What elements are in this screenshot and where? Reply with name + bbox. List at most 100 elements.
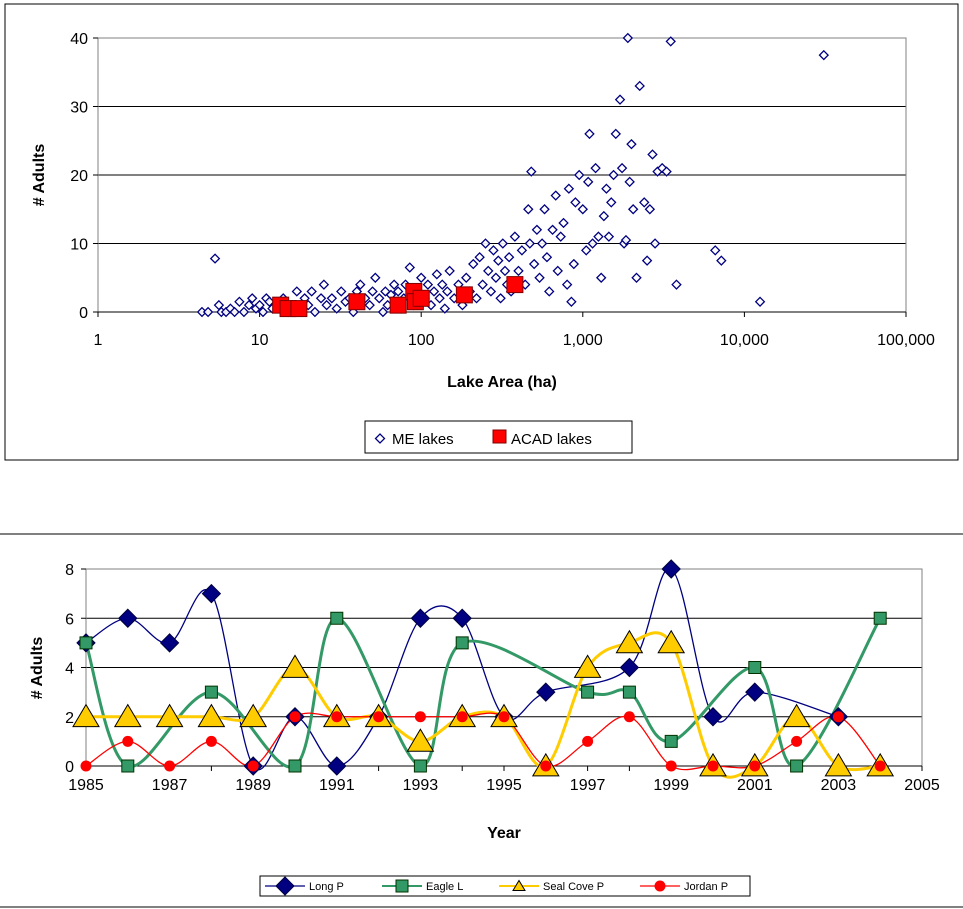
eagle-l-point <box>790 759 804 773</box>
me-lakes-point <box>555 231 566 242</box>
chart1-x-tick-label: 10 <box>251 332 269 349</box>
me-lakes-point <box>254 299 265 311</box>
chart1-x-tick-label: 1,000 <box>563 332 603 349</box>
me-lakes-point <box>523 204 534 215</box>
legend-long-p: Long P <box>309 881 344 893</box>
me-lakes-point <box>581 245 592 256</box>
me-lakes-point <box>550 190 561 201</box>
chart2-x-tick-label: 1985 <box>68 777 104 794</box>
eagle-l-point <box>121 759 135 773</box>
chart1-x-tick-label: 100 <box>408 332 435 349</box>
me-lakes-legend-marker <box>374 433 386 444</box>
seal-cove-p-point <box>573 654 602 678</box>
me-lakes-point <box>513 265 524 277</box>
me-lakes-point <box>590 162 601 174</box>
jordan-p-point <box>874 760 886 772</box>
me-lakes-point <box>246 293 258 304</box>
eagle-l-point <box>581 685 595 699</box>
me-lakes-point <box>608 169 619 181</box>
long-p-point <box>327 756 347 776</box>
me-lakes-point <box>818 49 830 61</box>
me-lakes-point <box>497 238 509 249</box>
chart2-y-tick-label: 0 <box>65 759 74 776</box>
me-lakes-point <box>485 286 497 297</box>
long-p-point <box>452 608 472 628</box>
me-lakes-point <box>539 204 550 215</box>
chart1-x-tick-label: 10,000 <box>720 332 769 349</box>
eagle-l-point <box>330 611 344 625</box>
legend-me-lakes: ME lakes <box>392 431 454 448</box>
chart2-x-tick-label: 1995 <box>486 777 522 794</box>
jordan-p-point <box>122 735 134 747</box>
me-lakes-point <box>428 286 440 297</box>
me-lakes-point <box>536 238 548 249</box>
me-lakes-point <box>377 306 389 318</box>
seal-cove-p-point <box>824 752 853 777</box>
lake-area-scatter-chart: 0 10 20 30 40 1 10 100 1,000 10,000 100,000 Lake A… <box>4 3 959 461</box>
me-lakes-point <box>584 128 595 140</box>
chart2-x-tick-label: 1997 <box>570 777 606 794</box>
me-lakes-point <box>374 293 385 304</box>
acad-lakes-point <box>455 286 473 304</box>
me-lakes-point <box>710 245 721 256</box>
me-lakes-point <box>321 299 332 311</box>
me-lakes-point <box>437 279 448 290</box>
chart2-x-tick-label: 2001 <box>737 777 773 794</box>
chart2-y-tick-label: 4 <box>65 661 74 678</box>
eagle-l-point <box>204 685 218 699</box>
long-p-legend-marker <box>275 876 295 896</box>
me-lakes-point <box>318 279 330 290</box>
chart2-y-axis-title: # Adults <box>29 637 46 700</box>
acad-lakes-point <box>389 296 407 314</box>
me-lakes-point <box>754 296 766 307</box>
acad-lakes-point <box>290 300 308 318</box>
seal-cove-p-point <box>615 629 644 654</box>
chart2-x-tick-label: 1987 <box>152 777 188 794</box>
me-lakes-point <box>483 265 494 277</box>
legend-acad-lakes: ACAD lakes <box>511 431 592 448</box>
me-lakes-point <box>490 272 502 283</box>
me-lakes-point <box>468 258 479 270</box>
long-p-point <box>201 583 222 604</box>
me-lakes-point <box>331 303 342 314</box>
me-lakes-point <box>477 279 488 290</box>
me-lakes-point <box>568 258 580 270</box>
chart2-y-tick-label: 6 <box>65 611 74 628</box>
chart1-x-tick-label: 1 <box>94 332 103 349</box>
chart1-frame <box>4 3 959 461</box>
me-lakes-point <box>471 293 482 304</box>
me-lakes-point <box>671 279 682 290</box>
long-p-point <box>703 707 723 727</box>
chart2-x-tick-label: 2003 <box>821 777 857 794</box>
jordan-p-point <box>498 711 510 723</box>
chart2-x-tick-label: 1989 <box>235 777 271 794</box>
seal-cove-p-point <box>281 654 309 678</box>
me-lakes-point <box>306 286 317 297</box>
chart2-legend: Long P Eagle L Seal Cove P Jordan P <box>259 875 751 897</box>
chart1-y-tick-label: 20 <box>70 168 88 185</box>
me-lakes-point <box>493 255 504 266</box>
chart2-x-tick-label: 1991 <box>319 777 355 794</box>
me-lakes-point <box>616 162 628 174</box>
me-lakes-point <box>257 306 269 318</box>
me-lakes-point <box>627 204 639 215</box>
chart1-x-tick-label: 100,000 <box>877 332 935 349</box>
jordan-p-point <box>707 760 719 772</box>
eagle-l-point <box>622 685 636 699</box>
me-lakes-point <box>209 253 221 264</box>
me-lakes-point <box>598 210 610 222</box>
me-lakes-point <box>439 303 451 314</box>
seal-cove-p-point <box>406 728 435 752</box>
jordan-p-point <box>623 711 635 723</box>
me-lakes-point <box>644 204 656 215</box>
chart1-y-tick-label: 40 <box>70 31 88 48</box>
jordan-p-point <box>582 735 594 747</box>
me-lakes-point <box>370 272 381 283</box>
jordan-p-point <box>289 711 301 723</box>
me-lakes-point <box>547 224 558 236</box>
long-p-point <box>661 559 681 579</box>
eagle-l-point <box>873 611 887 625</box>
long-p-point <box>619 657 640 678</box>
chart2-x-tick-label: 1999 <box>653 777 689 794</box>
seal-cove-p-line <box>85 631 881 779</box>
